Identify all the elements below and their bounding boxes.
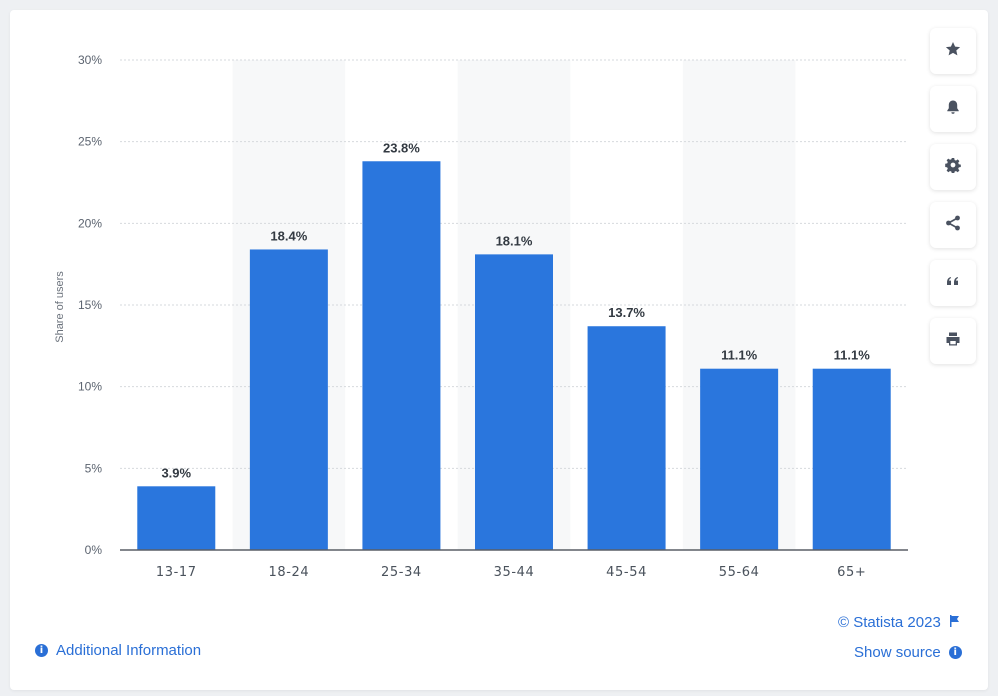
notification-button[interactable] xyxy=(930,86,976,132)
info-icon: i xyxy=(35,644,48,657)
star-icon xyxy=(945,41,961,62)
x-tick-label: 35-44 xyxy=(494,565,535,580)
print-button[interactable] xyxy=(930,318,976,364)
flag-icon xyxy=(949,614,960,631)
x-tick-label: 25-34 xyxy=(381,565,422,580)
bar-chart: 0% 5% 10% 15% 20% 25% 30% Share of users 3.9% 13-… xyxy=(54,53,908,580)
bar xyxy=(587,326,666,550)
y-tick-label: 20% xyxy=(78,216,102,230)
additional-information-text: Additional Information xyxy=(56,642,202,659)
copyright-link[interactable]: © Statista 2023 xyxy=(838,614,960,631)
x-tick-label: 13-17 xyxy=(156,565,197,580)
favorite-button[interactable] xyxy=(930,28,976,74)
data-label: 18.4% xyxy=(270,228,307,243)
data-label: 11.1% xyxy=(834,348,871,363)
x-tick-label: 65+ xyxy=(837,565,866,580)
copyright-text: © Statista 2023 xyxy=(838,614,941,631)
bar xyxy=(812,368,891,550)
bar xyxy=(249,249,328,550)
print-icon xyxy=(945,331,961,352)
show-source-text: Show source xyxy=(854,644,941,661)
bell-icon xyxy=(945,99,961,120)
x-tick-label: 45-54 xyxy=(606,565,647,580)
y-tick-label: 15% xyxy=(78,298,102,312)
data-label: 11.1% xyxy=(721,348,758,363)
bar xyxy=(137,486,216,550)
show-source-link[interactable]: Show source i xyxy=(854,644,962,661)
chart-card: 0% 5% 10% 15% 20% 25% 30% Share of users 3.9% 13-… xyxy=(10,10,988,690)
quote-icon xyxy=(945,273,961,294)
y-tick-label: 25% xyxy=(78,135,102,149)
bar xyxy=(475,254,553,550)
bar xyxy=(700,368,779,550)
cite-button[interactable] xyxy=(930,260,976,306)
info-icon: i xyxy=(948,646,962,659)
share-button[interactable] xyxy=(930,202,976,248)
settings-button[interactable] xyxy=(930,144,976,190)
gear-icon xyxy=(945,157,961,178)
additional-information-link[interactable]: i Additional Information xyxy=(35,642,201,659)
share-icon xyxy=(945,215,961,236)
y-tick-label: 10% xyxy=(78,380,102,394)
x-tick-label: 55-64 xyxy=(719,565,760,580)
data-label: 3.9% xyxy=(161,465,191,480)
x-tick-label: 18-24 xyxy=(268,565,309,580)
chart-toolbar xyxy=(930,28,976,376)
data-label: 13.7% xyxy=(608,305,645,320)
data-label: 23.8% xyxy=(383,140,420,155)
y-tick-label: 5% xyxy=(85,461,103,475)
data-label: 18.1% xyxy=(496,233,533,248)
y-axis-label: Share of users xyxy=(54,271,66,343)
bar xyxy=(362,161,441,550)
y-tick-label: 0% xyxy=(85,543,103,557)
y-tick-label: 30% xyxy=(78,53,102,67)
